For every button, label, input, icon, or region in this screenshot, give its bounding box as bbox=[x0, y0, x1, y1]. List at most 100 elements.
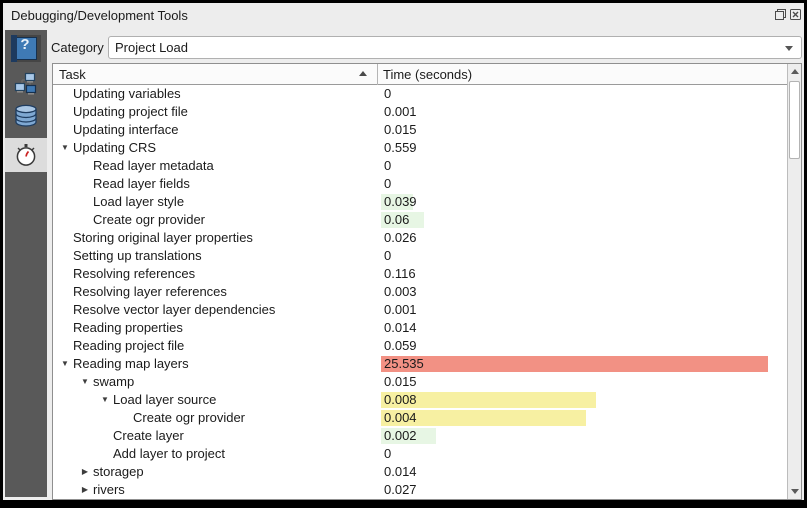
devtools-tabbar: ? bbox=[5, 30, 47, 497]
column-divider[interactable] bbox=[377, 64, 378, 85]
close-icon bbox=[788, 7, 803, 22]
table-row[interactable]: ▶ storagep 0.014 bbox=[53, 463, 787, 481]
table-row[interactable]: Storing original layer properties 0.026 bbox=[53, 229, 787, 247]
time-heat-bar bbox=[381, 194, 413, 210]
table-row[interactable]: Updating interface 0.015 bbox=[53, 121, 787, 139]
time-cell: 0.059 bbox=[378, 337, 787, 355]
table-row[interactable]: Reading project file 0.059 bbox=[53, 337, 787, 355]
time-heat-bar bbox=[381, 212, 424, 228]
table-row[interactable]: ▶ rivers 0.027 bbox=[53, 481, 787, 499]
chevron-down-icon bbox=[785, 46, 793, 51]
sidebar-item-help[interactable]: ? bbox=[5, 33, 47, 65]
time-value: 0.014 bbox=[384, 464, 417, 479]
task-cell: Read layer fields bbox=[53, 175, 401, 193]
collapse-arrow-icon[interactable]: ▼ bbox=[61, 359, 69, 368]
vertical-scrollbar[interactable] bbox=[787, 64, 801, 499]
sidebar-item-profiler[interactable] bbox=[5, 138, 47, 172]
category-label: Category bbox=[51, 40, 104, 55]
table-row[interactable]: Load layer style 0.039 bbox=[53, 193, 787, 211]
time-value: 0.014 bbox=[384, 320, 417, 335]
task-cell: ▶ storagep bbox=[53, 463, 401, 481]
time-cell: 0 bbox=[378, 445, 787, 463]
table-row[interactable]: ▼ Updating CRS 0.559 bbox=[53, 139, 787, 157]
sidebar-item-query-logger[interactable] bbox=[5, 100, 47, 134]
task-cell: Resolving layer references bbox=[53, 283, 381, 301]
time-heat-bar bbox=[381, 428, 436, 444]
time-value: 0.001 bbox=[384, 302, 417, 317]
table-row[interactable]: ▼ Reading map layers 25.535 bbox=[53, 355, 787, 373]
float-window-button[interactable] bbox=[773, 7, 788, 22]
task-cell: Create ogr provider bbox=[53, 409, 441, 427]
time-value: 0 bbox=[384, 158, 392, 173]
time-cell: 0.008 bbox=[378, 391, 787, 409]
expand-arrow-icon[interactable]: ▶ bbox=[81, 467, 89, 476]
task-cell: Storing original layer properties bbox=[53, 229, 381, 247]
close-button[interactable] bbox=[788, 7, 803, 22]
task-cell: Setting up translations bbox=[53, 247, 381, 265]
collapse-arrow-icon[interactable]: ▼ bbox=[81, 377, 89, 386]
table-row[interactable]: Updating variables 0 bbox=[53, 85, 787, 103]
time-value: 0.002 bbox=[384, 428, 417, 443]
time-cell: 0.039 bbox=[378, 193, 787, 211]
table-row[interactable]: Create ogr provider 0.004 bbox=[53, 409, 787, 427]
scroll-up-button[interactable] bbox=[788, 64, 801, 79]
time-value: 0.015 bbox=[384, 374, 417, 389]
task-label: Create ogr provider bbox=[93, 212, 205, 227]
task-cell: Load layer style bbox=[53, 193, 401, 211]
time-value: 25.535 bbox=[384, 356, 424, 371]
expand-arrow-icon[interactable]: ▶ bbox=[81, 485, 89, 494]
time-cell: 0 bbox=[378, 85, 787, 103]
column-header-task[interactable]: Task bbox=[59, 67, 86, 82]
time-cell: 0.026 bbox=[378, 229, 787, 247]
time-value: 0 bbox=[384, 176, 392, 191]
time-cell: 0.015 bbox=[378, 121, 787, 139]
table-row[interactable]: Updating project file 0.001 bbox=[53, 103, 787, 121]
table-row[interactable]: Read layer fields 0 bbox=[53, 175, 787, 193]
titlebar: Debugging/Development Tools bbox=[3, 3, 804, 29]
time-value: 0.039 bbox=[384, 194, 417, 209]
time-heat-bar bbox=[381, 356, 768, 372]
column-header-time[interactable]: Time (seconds) bbox=[383, 67, 473, 82]
task-cell: Resolving references bbox=[53, 265, 381, 283]
time-cell: 0.003 bbox=[378, 283, 787, 301]
table-header: Task Time (seconds) bbox=[53, 64, 787, 85]
time-cell: 0.014 bbox=[378, 463, 787, 481]
task-cell: Resolve vector layer dependencies bbox=[53, 301, 381, 319]
task-label: Updating interface bbox=[73, 122, 179, 137]
table-row[interactable]: Add layer to project 0 bbox=[53, 445, 787, 463]
time-cell: 0.002 bbox=[378, 427, 787, 445]
table-row[interactable]: Setting up translations 0 bbox=[53, 247, 787, 265]
profiler-table: Task Time (seconds) Updating variables 0 U… bbox=[52, 63, 802, 500]
collapse-arrow-icon[interactable]: ▼ bbox=[61, 143, 69, 152]
devtools-window: Debugging/Development Tools bbox=[3, 3, 804, 500]
float-window-icon bbox=[773, 7, 788, 22]
task-label: Create ogr provider bbox=[133, 410, 245, 425]
table-row[interactable]: Resolve vector layer dependencies 0.001 bbox=[53, 301, 787, 319]
table-row[interactable]: Read layer metadata 0 bbox=[53, 157, 787, 175]
task-label: Setting up translations bbox=[73, 248, 202, 263]
sidebar-item-network-logger[interactable] bbox=[5, 68, 47, 98]
table-row[interactable]: Create ogr provider 0.06 bbox=[53, 211, 787, 229]
task-label: Updating CRS bbox=[73, 140, 157, 155]
time-value: 0.059 bbox=[384, 338, 417, 353]
time-cell: 0.027 bbox=[378, 481, 787, 499]
table-row[interactable]: ▼ Load layer source 0.008 bbox=[53, 391, 787, 409]
time-cell: 0.06 bbox=[378, 211, 787, 229]
table-row[interactable]: Reading properties 0.014 bbox=[53, 319, 787, 337]
task-cell: Reading project file bbox=[53, 337, 381, 355]
task-cell: Add layer to project bbox=[53, 445, 421, 463]
table-row[interactable]: ▼ swamp 0.015 bbox=[53, 373, 787, 391]
collapse-arrow-icon[interactable]: ▼ bbox=[101, 395, 109, 404]
task-label: Updating variables bbox=[73, 86, 181, 101]
task-label: Read layer fields bbox=[93, 176, 190, 191]
time-cell: 0.015 bbox=[378, 373, 787, 391]
task-label: Load layer style bbox=[93, 194, 185, 209]
task-label: Storing original layer properties bbox=[73, 230, 253, 245]
category-select[interactable]: Project Load bbox=[108, 36, 802, 59]
scrollbar-thumb[interactable] bbox=[789, 81, 800, 159]
table-row[interactable]: Create layer 0.002 bbox=[53, 427, 787, 445]
scroll-down-button[interactable] bbox=[788, 484, 801, 499]
table-row[interactable]: Resolving layer references 0.003 bbox=[53, 283, 787, 301]
table-row[interactable]: Resolving references 0.116 bbox=[53, 265, 787, 283]
task-label: Create layer bbox=[113, 428, 184, 443]
